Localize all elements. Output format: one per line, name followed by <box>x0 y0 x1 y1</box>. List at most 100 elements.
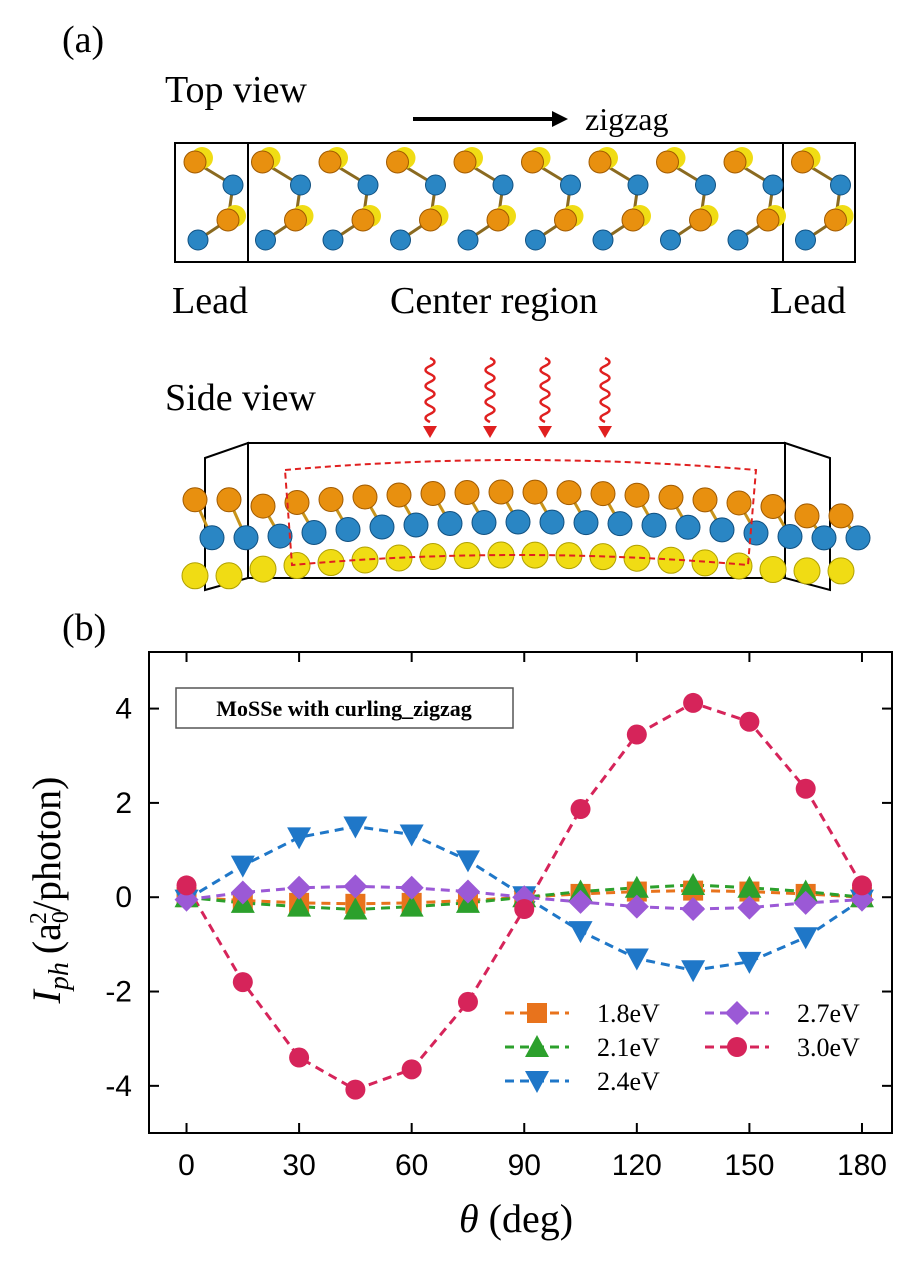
marker <box>737 951 762 974</box>
y-label-unit: (a <box>24 923 69 954</box>
atom <box>627 174 649 196</box>
atom <box>539 509 565 535</box>
atom <box>759 556 787 584</box>
region-label: Lead <box>770 280 846 322</box>
atom <box>725 552 753 580</box>
marker <box>230 855 255 878</box>
atom <box>284 208 307 232</box>
marker <box>289 1047 310 1068</box>
atom <box>352 484 378 510</box>
atom <box>588 150 612 174</box>
atom <box>777 524 803 550</box>
annotation-box <box>175 687 514 729</box>
atom <box>486 208 510 232</box>
atom <box>760 494 786 520</box>
marker <box>739 711 760 732</box>
x-axis-label: θ (deg) <box>459 1196 573 1241</box>
marker <box>457 991 478 1012</box>
atom <box>811 525 837 551</box>
atom <box>181 562 209 590</box>
atom <box>251 150 274 174</box>
atom <box>845 525 871 551</box>
atom <box>216 208 240 232</box>
atom <box>521 150 544 174</box>
atom <box>453 150 477 174</box>
light-arrow-head <box>423 426 437 438</box>
atom <box>369 514 395 540</box>
legend-marker <box>525 1035 549 1057</box>
light-wave <box>539 356 551 424</box>
annotation: MoSSe with curling_zigzag <box>216 696 471 721</box>
atom <box>556 480 582 506</box>
marker <box>624 948 649 971</box>
atom <box>215 562 243 590</box>
atom <box>695 174 716 196</box>
atom <box>492 174 514 196</box>
atom <box>791 150 814 174</box>
y-tick-label: -2 <box>105 976 132 1009</box>
marker <box>737 895 762 920</box>
atom <box>420 481 446 507</box>
y-label-sub: ph <box>44 962 75 992</box>
y-tick-label: -4 <box>105 1070 132 1103</box>
marker <box>399 824 424 847</box>
atom <box>827 557 855 585</box>
marker <box>455 879 480 904</box>
legend-marker <box>527 1003 547 1023</box>
atom <box>390 229 411 251</box>
marker <box>851 875 872 896</box>
y-axis-label: Iph (a02/photon) <box>24 777 75 1005</box>
marker <box>795 778 816 799</box>
x-tick-label: 0 <box>178 1149 195 1182</box>
legend-label: 2.1eV <box>597 1033 660 1062</box>
atom <box>656 150 679 174</box>
light-wave <box>599 356 611 424</box>
atom <box>573 510 599 536</box>
atom <box>675 514 701 540</box>
marker <box>401 1059 422 1080</box>
legend-label: 3.0eV <box>797 1033 860 1062</box>
light-arrow-head <box>483 426 497 438</box>
atom <box>691 549 719 577</box>
marker <box>455 850 480 873</box>
y-tick-label: 2 <box>115 787 132 820</box>
atom <box>756 208 780 232</box>
x-label-symbol: θ <box>459 1196 479 1241</box>
atom <box>505 509 531 535</box>
atom <box>830 174 851 196</box>
atom <box>560 174 581 196</box>
atom <box>658 484 684 510</box>
legend-label: 1.8eV <box>597 999 660 1028</box>
plot-frame <box>148 651 893 1134</box>
atom <box>249 555 277 583</box>
atom <box>457 229 479 251</box>
marker <box>174 887 199 912</box>
marker <box>568 889 593 914</box>
marker <box>681 897 706 922</box>
atom <box>590 481 616 507</box>
atom <box>554 208 577 232</box>
legend-marker <box>727 1037 747 1057</box>
cell-box <box>174 142 856 263</box>
marker <box>232 972 253 993</box>
atom <box>357 174 379 196</box>
y-label-symbol: I <box>24 988 69 1004</box>
atom <box>318 150 342 174</box>
atom <box>250 493 276 519</box>
atom <box>403 512 429 538</box>
atom <box>187 229 209 251</box>
x-tick-label: 150 <box>724 1149 774 1182</box>
x-tick-label: 180 <box>837 1149 887 1182</box>
atom <box>689 208 712 232</box>
x-label-unit: (deg) <box>489 1196 573 1241</box>
marker <box>683 692 704 713</box>
light-wave <box>424 356 436 424</box>
marker <box>230 880 255 905</box>
atom <box>284 490 310 516</box>
atom <box>351 208 375 232</box>
marker <box>176 875 197 896</box>
atom <box>624 482 650 508</box>
atom <box>222 174 244 196</box>
marker <box>793 879 818 902</box>
legend-marker <box>725 1001 749 1025</box>
